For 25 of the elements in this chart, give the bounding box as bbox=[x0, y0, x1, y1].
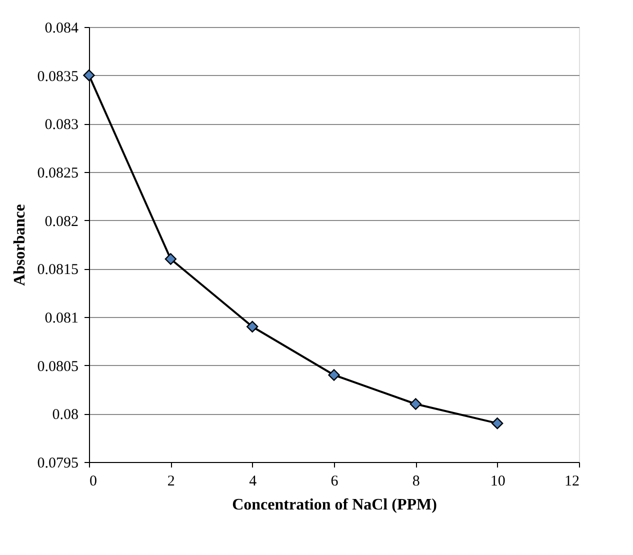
point bbox=[328, 369, 340, 381]
x-tick-label: 8 bbox=[412, 474, 420, 490]
y-tick-label: 0.084 bbox=[44, 20, 79, 36]
y-axis-title: Absorbance bbox=[11, 204, 28, 286]
x-tick-label: 6 bbox=[330, 474, 339, 490]
point bbox=[83, 69, 95, 82]
y-tick-label: 0.0835 bbox=[37, 68, 78, 85]
y-tick-label: 0.0815 bbox=[37, 262, 78, 278]
point bbox=[246, 320, 258, 333]
y-tick-label: 0.082 bbox=[44, 214, 78, 230]
x-axis-title: Concentration of NaCl (PPM) bbox=[232, 496, 437, 514]
y-tick-label: 0.083 bbox=[44, 117, 78, 134]
y-tick-label: 0.081 bbox=[44, 310, 78, 326]
y-tick-label: 0.0805 bbox=[37, 358, 78, 375]
point bbox=[410, 398, 422, 410]
x-tick-label: 2 bbox=[167, 474, 175, 490]
point bbox=[491, 417, 504, 430]
y-tick-label: 0.0795 bbox=[37, 456, 78, 472]
x-tick-label: 10 bbox=[490, 474, 506, 490]
x-tick-label: 12 bbox=[564, 474, 580, 490]
y-tick-label: 0.08 bbox=[52, 407, 78, 424]
x-tick-label: 4 bbox=[249, 474, 258, 490]
point bbox=[164, 253, 177, 265]
x-tick-label: 0 bbox=[90, 474, 97, 490]
y-tick-label: 0.0825 bbox=[37, 166, 78, 182]
